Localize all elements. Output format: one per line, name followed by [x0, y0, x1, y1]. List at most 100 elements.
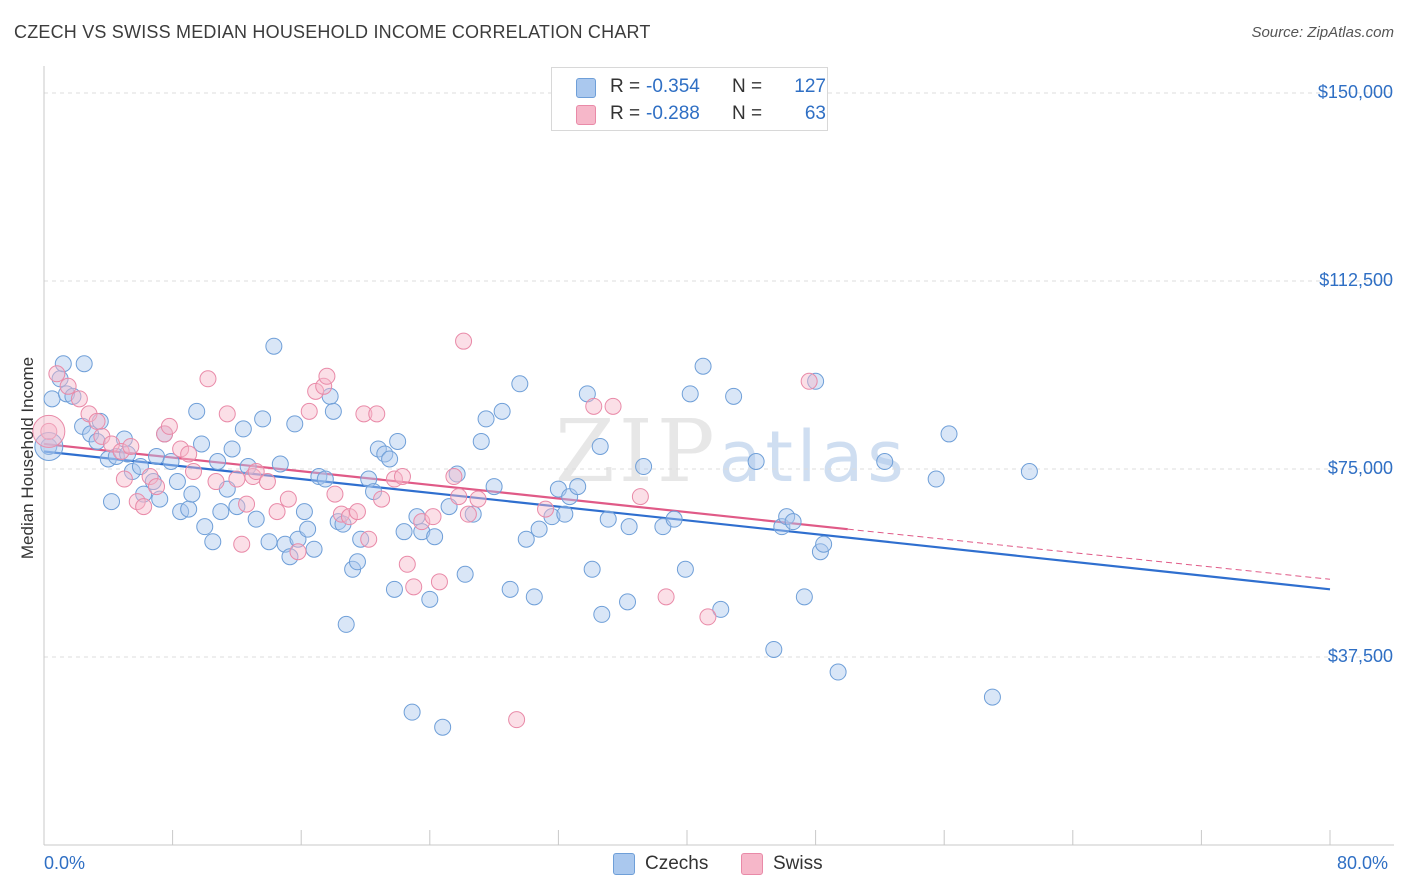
swiss-point: [424, 508, 442, 526]
legend-r-value: -0.354: [646, 76, 700, 97]
czech-point: [168, 473, 186, 491]
swiss-point: [40, 422, 58, 440]
swiss-point: [122, 437, 140, 455]
czech-point: [681, 385, 699, 403]
swiss-point: [348, 503, 366, 521]
swiss-point: [184, 463, 202, 481]
x-tick-max: 80.0%: [1337, 853, 1389, 873]
swiss-point: [258, 473, 276, 491]
czech-point: [88, 432, 106, 450]
swiss-point: [59, 377, 77, 395]
swiss-point: [172, 440, 190, 458]
czech-point: [265, 337, 283, 355]
correlation-legend: R = -0.354 N = 127 R = -0.288 N = 63: [551, 67, 828, 131]
czech-point: [591, 437, 609, 455]
swiss-point: [604, 397, 622, 415]
swiss-point: [48, 365, 66, 383]
czech-point: [876, 453, 894, 470]
czech-point: [209, 453, 227, 470]
czech-point: [239, 458, 257, 476]
czech-point: [247, 510, 265, 528]
y-tick-label: $37,500: [1327, 646, 1393, 666]
swiss-point: [160, 417, 178, 435]
czech-point: [403, 703, 421, 721]
swiss-point: [631, 488, 649, 506]
czech-point: [162, 453, 180, 470]
swiss-point: [228, 470, 246, 488]
legend-r-label: R =: [610, 103, 641, 124]
czech-point: [784, 513, 802, 531]
czech-point: [228, 498, 246, 516]
swiss-point: [180, 445, 198, 463]
czech-point: [103, 493, 121, 511]
swiss-point: [199, 370, 217, 388]
czech-point: [747, 453, 765, 470]
czech-point: [43, 390, 61, 408]
czech-point: [281, 548, 299, 566]
czech-point: [381, 450, 399, 468]
czech-point: [148, 447, 166, 465]
swiss-point: [88, 412, 106, 430]
legend-swatch-swiss: [576, 105, 596, 125]
czech-point: [376, 445, 394, 463]
czech-point: [305, 540, 323, 558]
swiss-point: [585, 397, 603, 415]
czech-point: [725, 387, 743, 405]
czech-point: [413, 523, 431, 541]
czech-point: [556, 505, 574, 523]
czech-point: [426, 528, 444, 546]
czech-point: [1020, 463, 1038, 481]
czech-point: [107, 447, 125, 465]
czech-point: [54, 355, 72, 373]
czech-point: [593, 605, 611, 623]
legend-swatch-czechs: [576, 78, 596, 98]
swiss-point: [800, 372, 818, 390]
czech-point: [599, 510, 617, 528]
czech-point: [316, 470, 334, 488]
swiss-point: [537, 500, 555, 518]
czech-point: [385, 580, 403, 598]
czech-point: [517, 530, 535, 548]
swiss-point: [112, 442, 130, 460]
swiss-point: [405, 578, 423, 596]
czech-point: [619, 593, 637, 611]
x-tick-min: 0.0%: [44, 853, 86, 873]
swiss-point: [70, 390, 88, 408]
czech-point: [254, 410, 272, 428]
czech-point: [188, 402, 206, 420]
czech-point: [276, 535, 294, 553]
swiss-point: [135, 498, 153, 516]
czech-point: [472, 432, 490, 450]
swiss-point: [218, 405, 236, 423]
y-tick-label: $75,000: [1327, 458, 1393, 479]
czech-point: [434, 718, 452, 736]
czech-point: [271, 455, 289, 473]
czech-point: [223, 440, 241, 458]
czech-point: [183, 485, 201, 503]
legend-n-label: N =: [732, 103, 763, 124]
czech-point: [511, 375, 529, 393]
bottom-legend-label-czechs: Czechs: [645, 853, 709, 874]
swiss-point: [307, 382, 325, 400]
czech-point: [421, 590, 439, 608]
czech-point: [620, 518, 638, 536]
swiss-point: [393, 468, 411, 486]
czech-points: [34, 337, 1038, 736]
legend-n-value: 63: [804, 103, 826, 124]
czech-point: [485, 478, 503, 496]
czech-point: [196, 518, 214, 536]
gridlines: [44, 92, 1394, 658]
legend-row-czechs: R = -0.354 N = 127: [576, 76, 826, 100]
swiss-point: [233, 535, 251, 553]
source-credit: Source: ZipAtlas.com: [1251, 24, 1394, 41]
bottom-legend-label-swiss: Swiss: [773, 853, 823, 874]
czech-point: [635, 458, 653, 476]
legend-row-swiss: R = -0.288 N = 63: [576, 103, 826, 127]
czech-point: [569, 478, 587, 496]
swiss-point: [326, 485, 344, 503]
bottom-legend-swatch-czechs: [613, 853, 635, 875]
czech-point: [795, 588, 813, 606]
chart-title: CZECH VS SWISS MEDIAN HOUSEHOLD INCOME C…: [14, 22, 651, 42]
swiss-point: [300, 402, 318, 420]
czech-point: [212, 503, 230, 521]
